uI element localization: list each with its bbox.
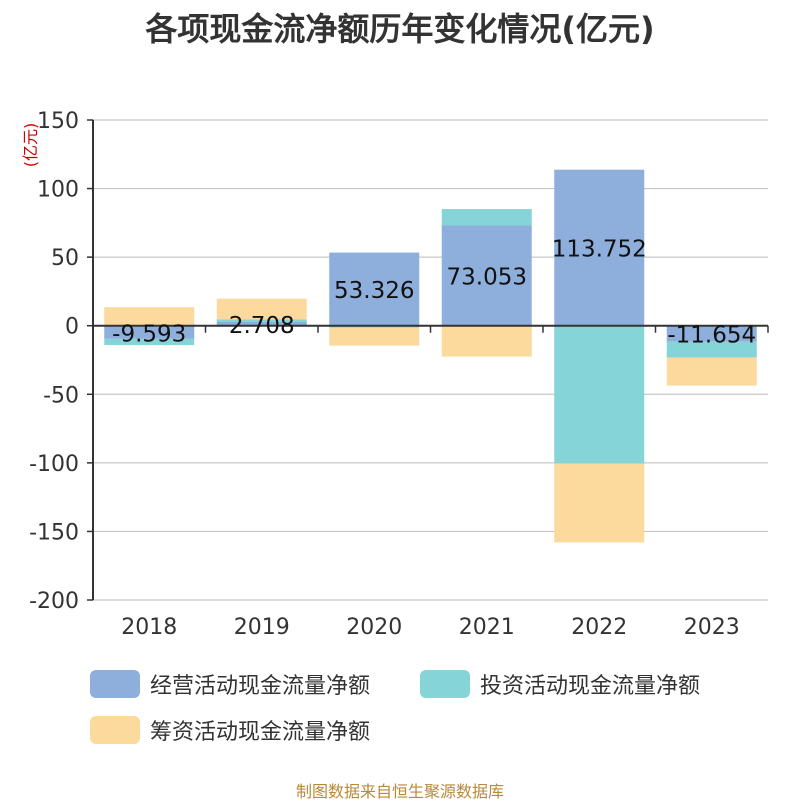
bar-2018-series-2 xyxy=(104,307,195,326)
bar-2023-series-0 xyxy=(666,325,757,342)
x-tick-label-2022: 2022 xyxy=(571,615,627,640)
y-tick-label: 100 xyxy=(37,178,79,203)
bar-2021-series-1 xyxy=(441,209,532,226)
bar-2019-series-2 xyxy=(216,298,307,320)
data-label-2021: 73.053 xyxy=(447,265,527,291)
data-label-2020: 53.326 xyxy=(334,278,414,304)
legend-item-1[interactable]: 投资活动现金流量净额 xyxy=(420,668,740,700)
bar-2020-series-0 xyxy=(329,252,420,326)
bar-2021-series-2 xyxy=(441,325,532,357)
legend: 经营活动现金流量净额 投资活动现金流量净额筹资活动现金流量净额 xyxy=(90,668,770,746)
bar-2019-series-0 xyxy=(216,322,307,326)
y-tick-label: -150 xyxy=(29,520,79,545)
bar-2023-series-2 xyxy=(666,357,757,386)
data-label-2023: -11.654 xyxy=(667,323,756,349)
legend-swatch xyxy=(420,670,470,698)
source-note: 制图数据来自恒生聚源数据库 xyxy=(295,782,504,801)
y-tick-label: -200 xyxy=(29,589,79,614)
axes: 150 100 50 0 -50 -100 -150 -200 (亿元) 2018 2019 2020… xyxy=(21,109,769,640)
legend-item-0[interactable]: 经营活动现金流量净额 xyxy=(90,668,410,700)
bar-2022-series-1 xyxy=(554,325,645,464)
bar-2022-series-2 xyxy=(554,463,645,543)
legend-label: 投资活动现金流量净额 xyxy=(480,674,701,699)
data-label-2019: 2.708 xyxy=(229,313,295,339)
bar-2018-series-1 xyxy=(104,338,195,346)
bar-2022-series-0 xyxy=(554,169,645,326)
data-labels: -9.593 2.708 53.326 73.053 113.752 -11.654 xyxy=(112,237,756,349)
x-tick-label-2023: 2023 xyxy=(684,615,740,640)
legend-label: 经营活动现金流量净额 xyxy=(150,674,371,699)
x-tick-label-2021: 2021 xyxy=(459,615,515,640)
data-label-2018: -9.593 xyxy=(112,321,186,347)
y-tick-label: 50 xyxy=(51,246,79,271)
grid-lines xyxy=(93,119,768,601)
bar-2018-series-0 xyxy=(104,325,195,339)
bars xyxy=(104,169,757,543)
bar-2020-series-2 xyxy=(329,327,420,346)
x-tick-label-2018: 2018 xyxy=(121,615,177,640)
y-axis-label: (亿元) xyxy=(21,123,40,168)
legend-swatch xyxy=(90,670,140,698)
y-tick-label: -50 xyxy=(43,383,79,408)
legend-item-2[interactable]: 筹资活动现金流量净额 xyxy=(90,714,410,746)
data-label-2022: 113.752 xyxy=(552,237,647,263)
y-tick-label: -100 xyxy=(29,452,79,477)
x-tick-label-2020: 2020 xyxy=(346,615,402,640)
bar-2020-series-1 xyxy=(329,325,420,328)
x-tick-label-2019: 2019 xyxy=(234,615,290,640)
legend-swatch xyxy=(90,716,140,744)
chart-title: 各项现金流净额历年变化情况(亿元) xyxy=(145,10,655,48)
bar-2019-series-1 xyxy=(216,319,307,323)
legend-label: 筹资活动现金流量净额 xyxy=(150,720,371,745)
y-tick-label: 0 xyxy=(65,315,79,340)
y-tick-label: 150 xyxy=(37,109,79,134)
bar-2021-series-0 xyxy=(441,225,532,326)
bar-2023-series-1 xyxy=(666,341,757,358)
